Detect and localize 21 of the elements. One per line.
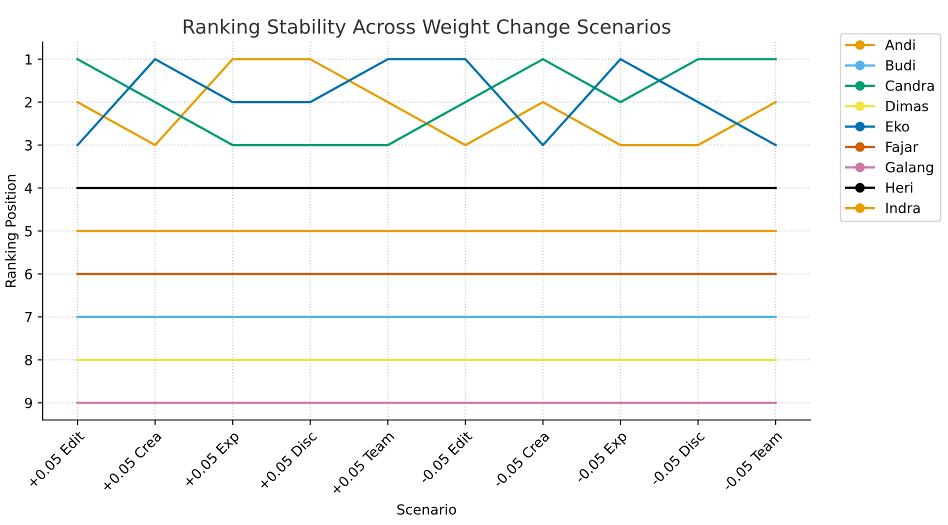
legend-label: Indra [886, 202, 920, 214]
legend-label: Fajar [886, 141, 918, 155]
x-axis-title: Scenario [397, 504, 456, 515]
y-tick-label: 8 [25, 354, 32, 366]
y-tick-label: 3 [25, 140, 32, 151]
legend-label: Candra [886, 80, 934, 91]
y-tick-label: 7 [25, 312, 32, 322]
y-tick-label: 2 [25, 97, 32, 108]
legend-label: Dimas [886, 100, 928, 112]
y-tick-label: 9 [24, 398, 32, 408]
legend-label: Andi [885, 39, 915, 50]
legend-label: Budi [886, 60, 915, 71]
chart-title: Ranking Stability Across Weight Change Scenarios [184, 18, 670, 38]
y-tick-label: 6 [25, 268, 32, 280]
y-tick-label: 1 [26, 54, 32, 64]
y-tick-label: 5 [25, 226, 32, 236]
legend-label: Heri [886, 182, 912, 193]
legend-label: Galang [886, 162, 933, 176]
legend-label: Eko [886, 120, 910, 132]
y-tick-label: 4 [24, 183, 32, 194]
y-axis-title: Ranking Position [5, 174, 19, 287]
